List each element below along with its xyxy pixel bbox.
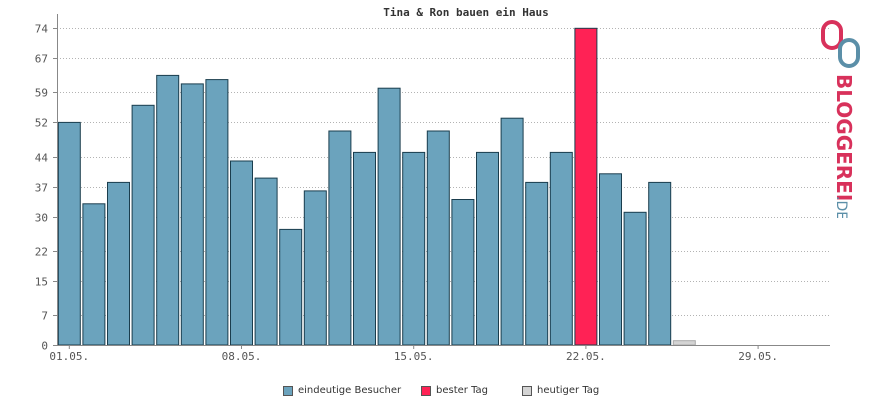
bar bbox=[328, 130, 352, 346]
y-tick-label: 37 bbox=[35, 182, 48, 195]
bar bbox=[303, 190, 327, 346]
bar bbox=[57, 121, 81, 346]
legend-swatch-today bbox=[522, 385, 532, 396]
bar bbox=[205, 79, 229, 346]
bar-today bbox=[672, 340, 696, 346]
y-tick-label: 52 bbox=[35, 117, 48, 130]
logo-suffix: .DE bbox=[833, 196, 849, 218]
y-tick-label: 67 bbox=[35, 53, 48, 66]
bar bbox=[500, 117, 524, 346]
legend-item-today: heutiger Tag bbox=[522, 385, 599, 396]
x-tick-label: 29.05. bbox=[738, 350, 778, 363]
legend-label-best-day: bester Tag bbox=[436, 385, 489, 396]
bar bbox=[648, 181, 672, 346]
x-tick-label: 15.05. bbox=[394, 350, 434, 363]
bar bbox=[549, 151, 573, 346]
bar bbox=[377, 87, 401, 346]
bloggerei-logo: BLOGGEREI .DE bbox=[821, 20, 860, 218]
y-tick-label: 59 bbox=[35, 87, 48, 100]
bar bbox=[82, 203, 106, 346]
bar bbox=[156, 74, 180, 346]
bar bbox=[426, 130, 450, 346]
y-tick-label: 74 bbox=[35, 23, 49, 36]
y-tick-label: 15 bbox=[35, 276, 48, 289]
bar bbox=[254, 177, 278, 346]
y-tick-label: 0 bbox=[41, 340, 48, 353]
bar-best-day bbox=[574, 27, 598, 346]
axes bbox=[57, 14, 830, 346]
bar bbox=[230, 160, 253, 346]
x-tick-label: 01.05. bbox=[49, 350, 89, 363]
bar bbox=[599, 173, 622, 346]
legend-label-today: heutiger Tag bbox=[537, 385, 600, 396]
bar bbox=[180, 83, 204, 346]
bar bbox=[623, 211, 647, 346]
legend-swatch-best-day bbox=[421, 385, 431, 396]
legend-item-visitors: eindeutige Besucher bbox=[283, 385, 401, 396]
y-tick-label: 44 bbox=[35, 152, 49, 165]
bar bbox=[476, 151, 499, 346]
legend-label-visitors: eindeutige Besucher bbox=[298, 385, 402, 396]
y-tick-label: 22 bbox=[35, 246, 48, 259]
bar bbox=[131, 104, 155, 346]
bar bbox=[279, 228, 303, 346]
x-axis-ticks: 01.05. 08.05. 15.05. 22.05. 29.05. bbox=[49, 345, 778, 363]
bar bbox=[402, 151, 426, 346]
chart-title: Tina & Ron bauen ein Haus bbox=[383, 6, 549, 19]
y-tick-label: 7 bbox=[41, 310, 48, 323]
bar bbox=[353, 151, 376, 346]
legend-swatch-visitors bbox=[283, 385, 293, 396]
y-axis-ticks: 0 7 15 22 30 37 44 52 59 67 74 bbox=[35, 23, 57, 353]
x-tick-label: 08.05. bbox=[222, 350, 262, 363]
bar bbox=[107, 181, 130, 346]
chart-legend: eindeutige Besucher bester Tag heutiger … bbox=[0, 385, 870, 399]
x-tick-label: 22.05. bbox=[566, 350, 606, 363]
logo-mark-icon bbox=[821, 20, 860, 68]
logo-text: BLOGGEREI bbox=[832, 74, 856, 201]
legend-item-best-day: bester Tag bbox=[421, 385, 488, 396]
bar bbox=[451, 199, 475, 346]
y-tick-label: 30 bbox=[35, 212, 48, 225]
bars bbox=[57, 27, 696, 346]
bar bbox=[525, 181, 549, 346]
